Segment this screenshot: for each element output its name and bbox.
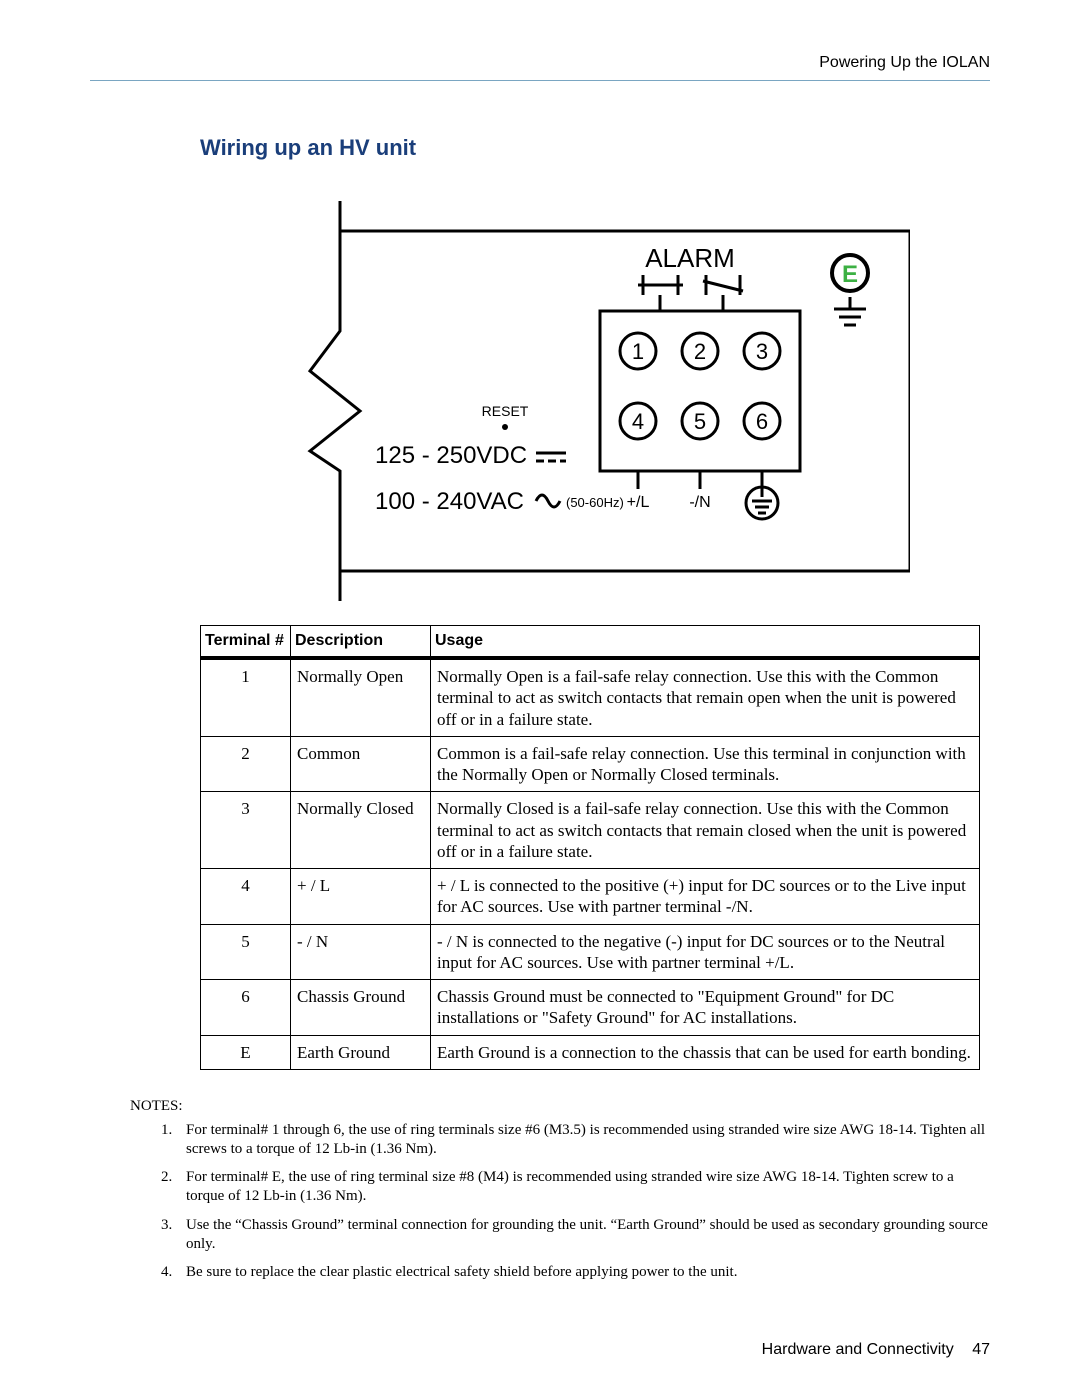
header-rule [90,80,990,81]
col-description: Description [291,626,431,659]
alarm-label: ALARM [645,243,735,273]
plus-l-label: +/L [627,494,650,511]
cell-terminal: 4 [201,869,291,925]
vac-line: 100 - 240VAC [375,488,524,515]
table-row: 2CommonCommon is a fail-safe relay conne… [201,736,980,792]
table-row: 4+ / L+ / L is connected to the positive… [201,869,980,925]
cell-usage: - / N is connected to the negative (-) i… [431,924,980,980]
col-terminal: Terminal # [201,626,291,659]
cell-description: Earth Ground [291,1035,431,1069]
cell-description: - / N [291,924,431,980]
earth-e-symbol: E [832,255,868,325]
wiring-svg: ALARM E [280,201,910,601]
ac-symbol [536,495,560,507]
footer-text: Hardware and Connectivity [762,1341,954,1358]
terminal-1: 1 [632,339,644,364]
cell-description: Common [291,736,431,792]
note-item: Be sure to replace the clear plastic ele… [176,1263,990,1282]
section-title: Wiring up an HV unit [200,135,990,161]
reset-dot [502,424,508,430]
cell-terminal: 5 [201,924,291,980]
table-row: 1Normally OpenNormally Open is a fail-sa… [201,658,980,736]
freq-label: (50-60Hz) [566,495,624,510]
terminal-5: 5 [694,409,706,434]
earth-letter: E [842,261,858,288]
page-footer: Hardware and Connectivity 47 [762,1341,990,1359]
cell-terminal: E [201,1035,291,1069]
cell-terminal: 2 [201,736,291,792]
terminal-2: 2 [694,339,706,364]
footer-page: 47 [972,1341,990,1358]
note-item: For terminal# E, the use of ring termina… [176,1168,990,1206]
note-item: Use the “Chassis Ground” terminal connec… [176,1216,990,1254]
cell-terminal: 6 [201,980,291,1036]
cell-usage: Common is a fail-safe relay connection. … [431,736,980,792]
cell-usage: Chassis Ground must be connected to "Equ… [431,980,980,1036]
block-bottom-stubs [638,471,762,489]
cell-usage: Earth Ground is a connection to the chas… [431,1035,980,1069]
reset-label: RESET [482,403,529,419]
table-row: 3Normally ClosedNormally Closed is a fai… [201,792,980,869]
notes-label: NOTES: [130,1098,990,1115]
col-usage: Usage [431,626,980,659]
vdc-line: 125 - 250VDC [375,442,527,469]
terminal-6: 6 [756,409,768,434]
wiring-diagram: ALARM E [200,201,990,601]
cell-description: + / L [291,869,431,925]
terminals-group: 1 2 3 4 5 6 [620,333,780,439]
notes-block: NOTES: For terminal# 1 through 6, the us… [130,1098,990,1282]
table-row: EEarth GroundEarth Ground is a connectio… [201,1035,980,1069]
cell-terminal: 1 [201,658,291,736]
alarm-relay-symbol [638,275,743,311]
minus-n-label: -/N [689,494,710,511]
terminal-4: 4 [632,409,644,434]
terminal-3: 3 [756,339,768,364]
cell-terminal: 3 [201,792,291,869]
table-row: 5- / N- / N is connected to the negative… [201,924,980,980]
cell-description: Normally Closed [291,792,431,869]
cell-description: Chassis Ground [291,980,431,1036]
table-row: 6Chassis GroundChassis Ground must be co… [201,980,980,1036]
dc-symbol [536,453,566,461]
cell-description: Normally Open [291,658,431,736]
cell-usage: + / L is connected to the positive (+) i… [431,869,980,925]
cell-usage: Normally Closed is a fail-safe relay con… [431,792,980,869]
notes-list: For terminal# 1 through 6, the use of ri… [130,1121,990,1282]
header-section-label: Powering Up the IOLAN [90,48,990,72]
cell-usage: Normally Open is a fail-safe relay conne… [431,658,980,736]
chassis-ground-symbol [746,487,778,519]
note-item: For terminal# 1 through 6, the use of ri… [176,1121,990,1159]
terminals-table: Terminal # Description Usage 1Normally O… [200,625,980,1070]
